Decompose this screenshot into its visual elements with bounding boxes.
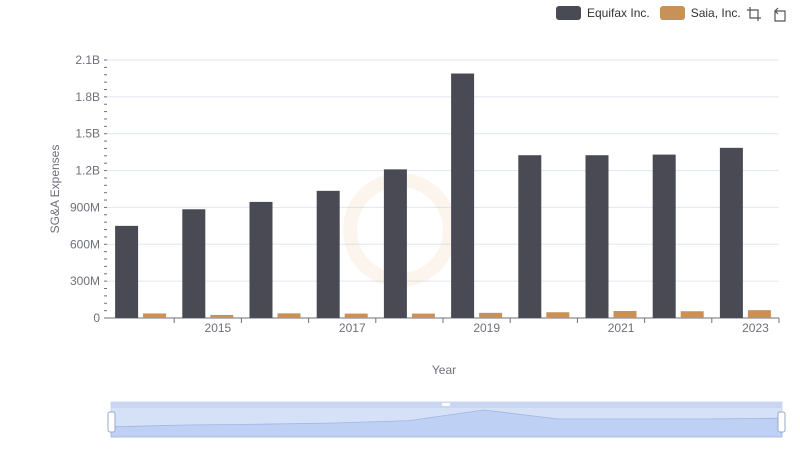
x-tick-label: 2023 <box>742 321 769 335</box>
grid-lines <box>107 59 779 319</box>
legend: Equifax Inc. Saia, Inc. <box>556 4 751 22</box>
y-axis-title: SG&A Expenses <box>48 145 62 234</box>
bar-equifax-inc-2019[interactable] <box>451 73 475 318</box>
zoom-icon[interactable] <box>746 6 762 22</box>
legend-swatch-equifax <box>556 6 581 20</box>
x-tick-label: 2021 <box>608 321 635 335</box>
legend-swatch-saia <box>659 6 685 20</box>
bar-equifax-inc-2017[interactable] <box>316 190 340 318</box>
legend-item-saia[interactable]: Saia, Inc. <box>659 6 741 20</box>
y-tick-label: 0 <box>93 311 100 325</box>
data-zoom-slider[interactable] <box>107 401 786 438</box>
bar-saia-inc-2019[interactable] <box>479 312 503 318</box>
bar-equifax-inc-2015[interactable] <box>182 209 206 318</box>
bar-saia-inc-2023[interactable] <box>747 310 771 318</box>
bar-equifax-inc-2020[interactable] <box>518 155 542 318</box>
toolbox <box>746 6 798 22</box>
restore-icon[interactable] <box>772 6 788 22</box>
legend-item-equifax[interactable]: Equifax Inc. <box>556 6 650 20</box>
x-axis: 2015 2017 2019 2021 2023 <box>173 318 780 335</box>
data-zoom-handle-left[interactable] <box>107 411 116 433</box>
bar-equifax-inc-2022[interactable] <box>652 154 676 318</box>
legend-label-saia: Saia, Inc. <box>690 6 741 20</box>
bar-saia-inc-2022[interactable] <box>680 311 704 318</box>
y-tick-label: 600M <box>70 237 100 251</box>
bar-saia-inc-2021[interactable] <box>613 310 637 318</box>
y-tick-label: 900M <box>70 200 100 214</box>
y-tick-label: 1.8B <box>75 90 100 104</box>
legend-label-equifax: Equifax Inc. <box>587 6 650 20</box>
x-tick-label: 2017 <box>339 321 366 335</box>
bar-saia-inc-2020[interactable] <box>546 312 570 318</box>
bar-equifax-inc-2021[interactable] <box>585 155 609 318</box>
data-zoom-move-handle[interactable] <box>442 403 450 406</box>
y-tick-label: 1.2B <box>75 164 100 178</box>
bar-equifax-inc-2023[interactable] <box>719 147 743 318</box>
data-zoom-handle-right[interactable] <box>777 411 786 433</box>
bar-saia-inc-2015[interactable] <box>210 314 234 318</box>
bar-saia-inc-2018[interactable] <box>411 313 435 318</box>
bar-saia-inc-2014[interactable] <box>143 313 167 318</box>
y-axis: 0 300M 600M 900M 1.2B 1.5B 1.8B 2.1B <box>70 53 107 325</box>
x-tick-label: 2019 <box>473 321 500 335</box>
bar-saia-inc-2016[interactable] <box>277 313 301 318</box>
bar-saia-inc-2017[interactable] <box>344 313 368 318</box>
y-tick-label: 300M <box>70 274 100 288</box>
x-tick-label: 2015 <box>205 321 232 335</box>
y-tick-label: 1.5B <box>75 127 100 141</box>
bar-equifax-inc-2014[interactable] <box>115 225 139 318</box>
bars <box>115 73 771 318</box>
y-tick-label: 2.1B <box>75 53 100 67</box>
x-axis-title: Year <box>432 363 456 377</box>
bar-equifax-inc-2016[interactable] <box>249 201 273 318</box>
bar-equifax-inc-2018[interactable] <box>383 169 407 318</box>
